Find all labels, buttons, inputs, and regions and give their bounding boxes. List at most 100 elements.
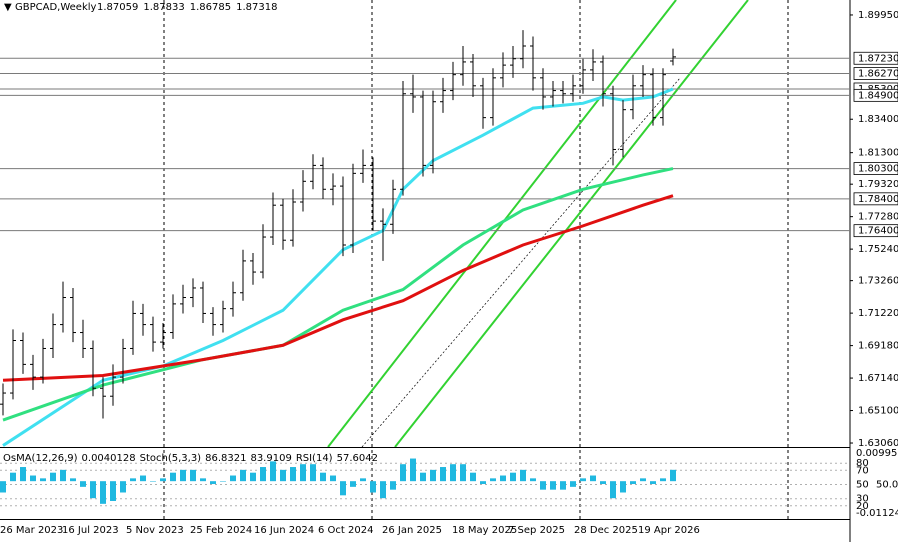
osma-bar xyxy=(580,478,586,482)
level-label: 1.87230 xyxy=(858,53,898,64)
osma-bar xyxy=(470,472,476,482)
osma-bar xyxy=(390,481,396,490)
osma-bar xyxy=(590,475,596,482)
y-tick-label: 1.67140 xyxy=(858,373,898,384)
ohlc-value: 1.87318 xyxy=(236,2,277,13)
osma-bar xyxy=(340,481,346,496)
y-tick-label: 1.63060 xyxy=(858,438,898,449)
y-tick-label: 1.83400 xyxy=(858,114,898,125)
y-tick-label: 1.69180 xyxy=(858,341,898,352)
channel-line xyxy=(394,0,749,448)
osc-tick-label: 50 xyxy=(856,480,869,491)
osma-bar xyxy=(410,458,416,482)
osma-bar xyxy=(200,478,206,482)
osma-bar xyxy=(60,469,66,482)
osma-bar xyxy=(360,478,366,482)
level-label-box xyxy=(853,162,898,175)
osma-bar xyxy=(530,478,536,482)
x-tick-label: 16 Jul 2023 xyxy=(62,525,119,536)
ohlc-value: 1.87833 xyxy=(143,2,184,13)
moving-average xyxy=(2,167,674,422)
osma-bar xyxy=(150,481,156,482)
osma-bar xyxy=(640,478,646,482)
osc-tick-label: 50.00 xyxy=(876,480,898,491)
osma-bar xyxy=(310,464,316,482)
osma-bar xyxy=(160,478,166,482)
indicator-value: 86.8321 xyxy=(205,453,246,464)
ohlc-header: 1.87059 1.87833 1.86785 1.87318 xyxy=(97,2,277,13)
osma-bar xyxy=(440,467,446,482)
osc-tick-label: 30 xyxy=(856,494,869,505)
osma-bar xyxy=(670,469,676,482)
osma-bar xyxy=(330,475,336,482)
vertical-grid xyxy=(163,0,789,519)
osma-bar xyxy=(370,481,376,493)
osma-tick-label: 0.0099562 xyxy=(856,448,898,459)
osma-bar xyxy=(120,481,126,493)
osma-bar xyxy=(660,478,666,482)
menu-arrow[interactable]: ▼ xyxy=(4,2,12,13)
osma-bar xyxy=(130,478,136,482)
osma-bar xyxy=(490,478,496,482)
level-label-box xyxy=(853,192,898,206)
osma-bar xyxy=(650,481,656,485)
osma-bar xyxy=(510,472,516,482)
ohlc-value: 1.86785 xyxy=(190,2,231,13)
osma-bar xyxy=(500,475,506,482)
osma-bar xyxy=(90,481,96,499)
osma-bar xyxy=(260,467,266,482)
osma-bar xyxy=(10,472,16,482)
osma-bar xyxy=(100,481,106,504)
osc-tick-label: 20 xyxy=(856,501,869,512)
osma-bar xyxy=(210,481,216,485)
osma-bar xyxy=(270,461,276,482)
y-tick-label: 1.89950 xyxy=(858,10,898,21)
y-tick-label: 1.71220 xyxy=(858,308,898,319)
osma-bar xyxy=(110,481,116,501)
osma-bar xyxy=(140,475,146,482)
osma-bar xyxy=(400,464,406,482)
osma-bar xyxy=(300,464,306,482)
osma-bar xyxy=(290,467,296,482)
y-tick-label: 1.79320 xyxy=(858,179,898,190)
level-label: 1.76400 xyxy=(858,226,898,237)
y-tick-label: 1.73260 xyxy=(858,276,898,287)
mid-line xyxy=(361,77,681,448)
osma-bar xyxy=(560,481,566,490)
osma-bar xyxy=(180,469,186,482)
x-tick-label: 26 Jan 2025 xyxy=(382,525,442,536)
osma-bar xyxy=(570,481,576,487)
osma-bar xyxy=(350,481,356,487)
osma-bar xyxy=(20,467,26,482)
x-tick-label: 19 Apr 2026 xyxy=(638,525,700,536)
moving-average xyxy=(2,194,674,382)
ohlc-value: 1.87059 xyxy=(97,2,138,13)
osma-bar xyxy=(610,481,616,499)
x-tick-label: 7 Sep 2025 xyxy=(508,525,565,536)
osma-bar xyxy=(630,481,636,485)
level-label-box xyxy=(853,88,898,102)
x-tick-label: 6 Oct 2024 xyxy=(318,525,373,536)
y-tick-label: 1.77280 xyxy=(858,212,898,223)
x-tick-label: 18 May 2025 xyxy=(452,525,517,536)
osma-bar xyxy=(220,481,226,482)
osma-bar xyxy=(380,481,386,499)
osma-bar xyxy=(0,481,6,493)
osma-bar xyxy=(50,472,56,482)
osma-bar xyxy=(250,472,256,482)
level-label: 1.84900 xyxy=(858,90,898,101)
osma-bar xyxy=(80,481,86,487)
osc-tick-label: 70 xyxy=(856,465,869,476)
chart-title: GBPCAD,Weekly xyxy=(15,2,97,13)
osma-bar xyxy=(190,469,196,482)
level-label-box xyxy=(853,51,898,65)
x-tick-label: 5 Nov 2023 xyxy=(126,525,184,536)
osma-bar xyxy=(520,469,526,482)
osma-bar xyxy=(600,481,606,485)
y-tick-label: 1.75240 xyxy=(858,244,898,255)
level-label-box xyxy=(853,224,898,238)
osma-bar xyxy=(420,472,426,482)
indicator-value: OsMA(12,26,9) xyxy=(3,453,78,464)
level-label: 1.80300 xyxy=(858,164,898,175)
